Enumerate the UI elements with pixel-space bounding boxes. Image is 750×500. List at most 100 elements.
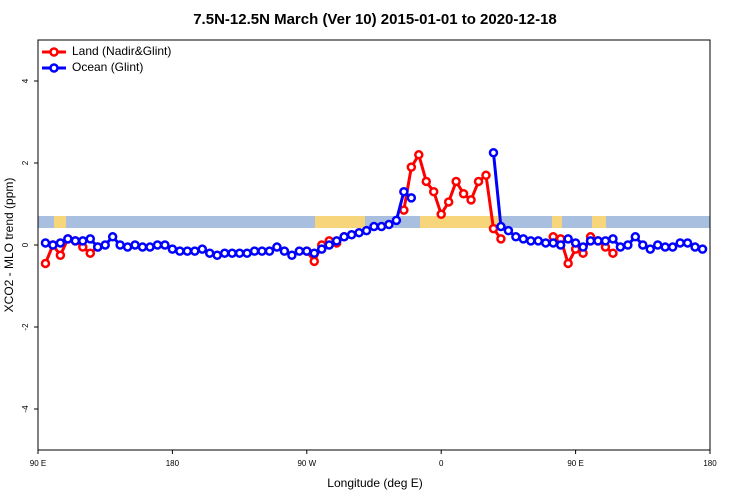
point [697, 244, 708, 254]
point [406, 193, 417, 203]
point [309, 256, 320, 267]
point [585, 236, 596, 246]
legend-label: Land (Nadir&Glint) [72, 44, 171, 58]
land-band [420, 216, 502, 228]
point [488, 148, 499, 158]
point [645, 244, 656, 254]
point [219, 248, 230, 258]
point [496, 221, 506, 232]
point [197, 244, 208, 254]
x-tick-label: 90 W [297, 459, 316, 468]
point [361, 225, 372, 236]
point [167, 244, 178, 254]
point [682, 238, 693, 248]
point [302, 246, 312, 256]
point [55, 250, 66, 260]
point [675, 238, 685, 248]
land-band [552, 216, 562, 228]
point [92, 242, 103, 252]
legend: Land (Nadir&Glint) Ocean (Glint) [42, 44, 171, 74]
point [309, 248, 320, 258]
point [481, 170, 491, 181]
y-tick-label: 0 [21, 242, 30, 247]
point [70, 236, 81, 246]
y-tick-label: 2 [21, 160, 30, 165]
point [623, 240, 633, 250]
point [578, 242, 588, 252]
point [85, 234, 96, 244]
x-tick-label: 90 E [567, 459, 583, 468]
point [122, 242, 133, 252]
point [55, 238, 66, 248]
point [145, 242, 155, 252]
y-tick-label: -4 [21, 405, 30, 413]
point [399, 186, 409, 197]
point [182, 246, 193, 256]
x-tick-label: 180 [703, 459, 717, 468]
y-axis-label: XCO2 - MLO trend (ppm) [2, 178, 16, 313]
point [563, 234, 573, 244]
point [428, 186, 439, 197]
point [548, 238, 558, 248]
point [40, 238, 51, 248]
point [600, 236, 611, 246]
point [369, 221, 379, 232]
point [533, 236, 544, 246]
point [287, 250, 297, 260]
x-tick-label: 180 [166, 459, 180, 468]
point [630, 232, 641, 242]
legend-marker [49, 47, 59, 57]
point [660, 242, 670, 252]
point [130, 240, 140, 250]
point [316, 244, 327, 254]
point [451, 176, 461, 187]
point [414, 150, 424, 160]
point [376, 221, 387, 232]
point [608, 234, 618, 244]
point [540, 238, 551, 248]
point [48, 240, 58, 250]
point [249, 246, 260, 256]
point [466, 195, 476, 205]
point [391, 215, 402, 226]
point [354, 227, 364, 238]
point [264, 246, 275, 256]
x-tick-label: 90 E [30, 459, 46, 468]
point [346, 230, 357, 240]
legend-marker [49, 63, 59, 73]
point [488, 223, 499, 234]
point [570, 238, 581, 248]
point [294, 246, 305, 256]
point [100, 240, 110, 250]
point [690, 242, 700, 252]
chart-title: 7.5N-12.5N March (Ver 10) 2015-01-01 to … [193, 11, 557, 28]
point [257, 246, 267, 256]
point [526, 236, 536, 246]
point [608, 248, 618, 258]
point [227, 248, 237, 258]
land-band [54, 216, 66, 228]
point [175, 246, 185, 256]
point [615, 242, 626, 252]
land-band [592, 216, 606, 228]
point [555, 240, 566, 250]
point [593, 236, 603, 246]
point [190, 246, 200, 256]
point [115, 240, 125, 250]
point [667, 242, 678, 252]
point [40, 258, 51, 269]
legend-label: Ocean (Glint) [72, 60, 143, 74]
x-axis-label: Longitude (deg E) [327, 476, 422, 490]
land-band [315, 216, 365, 228]
point [85, 248, 96, 258]
point [638, 240, 648, 250]
point [384, 219, 394, 230]
point [406, 162, 417, 172]
point [204, 248, 215, 258]
point [511, 232, 521, 242]
point [563, 258, 573, 269]
point [503, 225, 514, 236]
point [78, 236, 88, 246]
